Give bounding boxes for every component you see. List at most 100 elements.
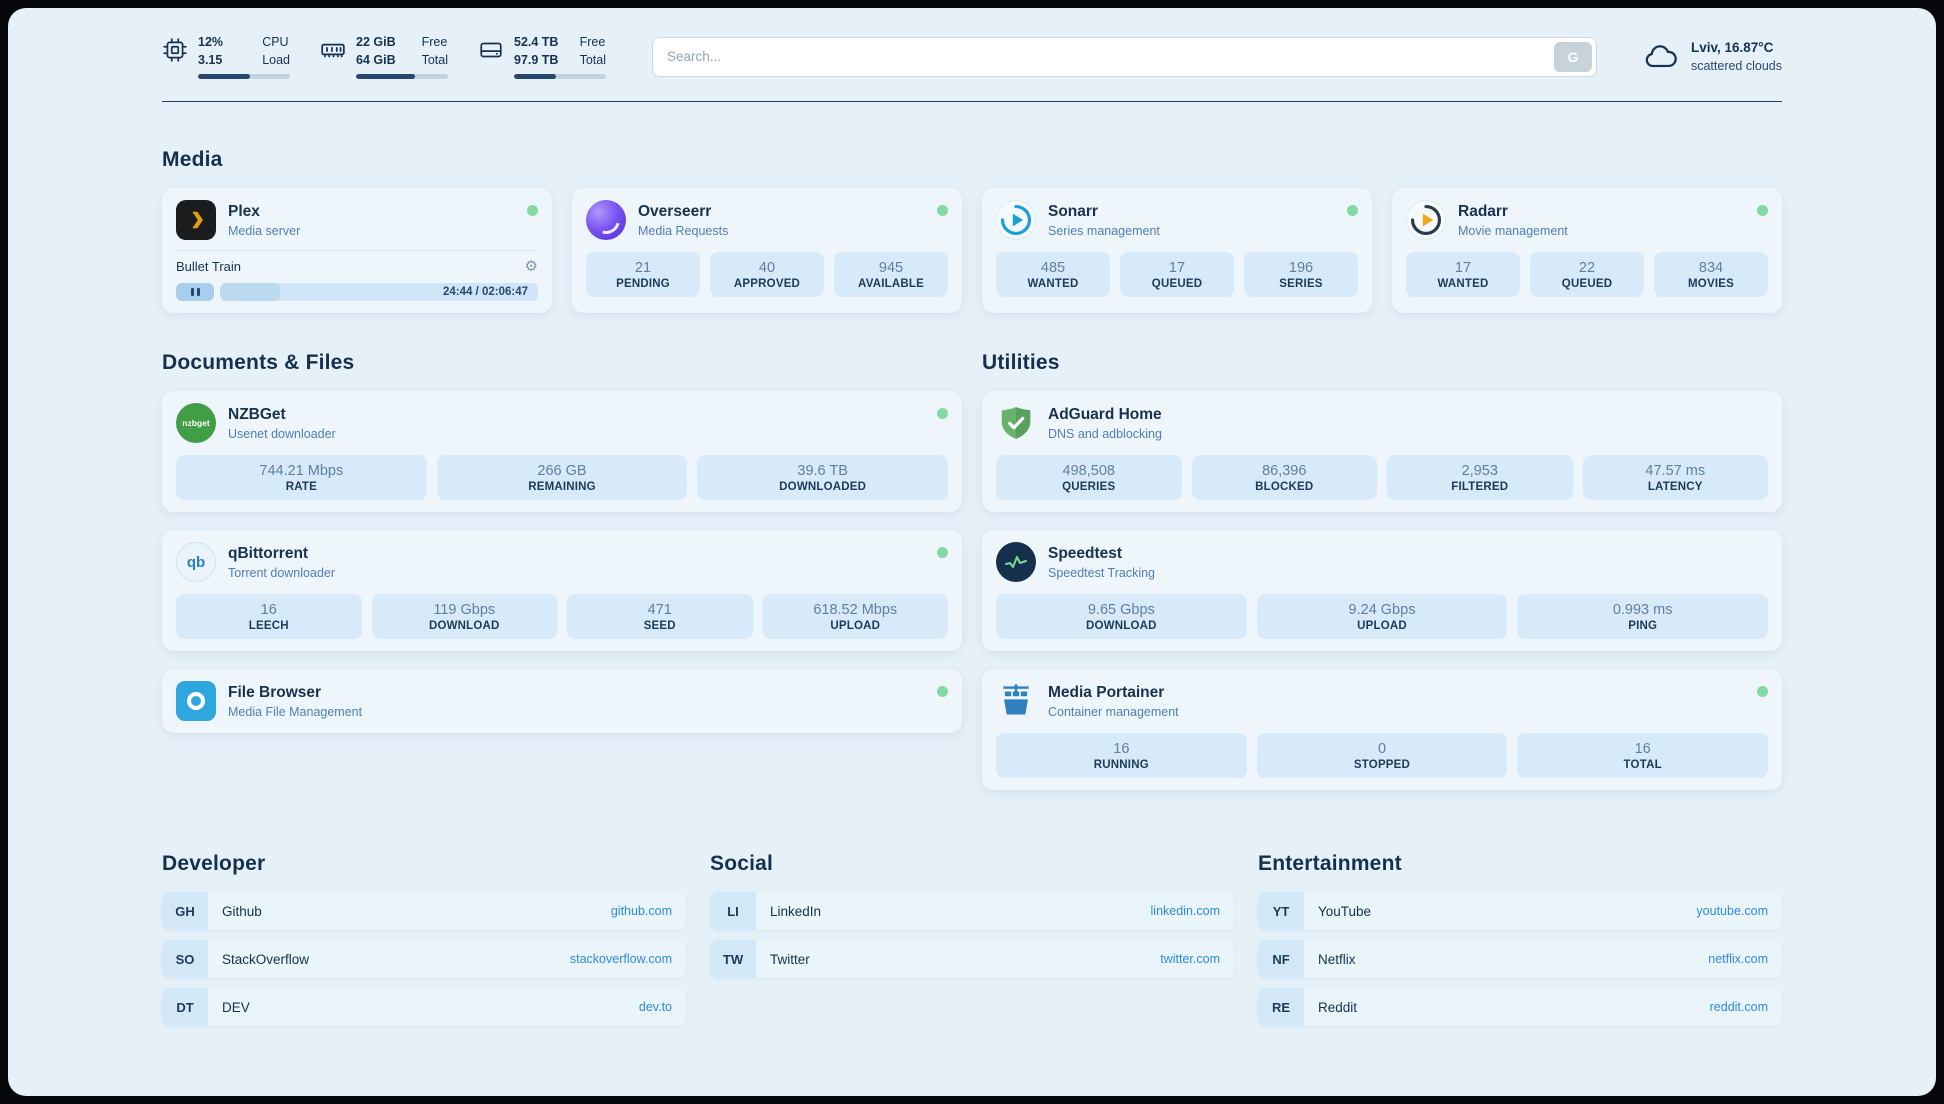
radarr-icon	[1406, 200, 1446, 240]
service-link-sonarr[interactable]: Sonarr Series management	[996, 200, 1358, 240]
memory-free-value: 22 GiB	[356, 35, 396, 49]
service-link-overseerr[interactable]: Overseerr Media Requests	[586, 200, 948, 240]
bookmark-netflix[interactable]: NF Netflix netflix.com	[1258, 940, 1782, 978]
disk-progress-bar	[514, 74, 606, 79]
service-subtitle: Media Requests	[638, 223, 729, 238]
service-card-nzbget: nzbget NZBGet Usenet downloader 744.21 M…	[162, 391, 962, 512]
bookmark-youtube[interactable]: YT YouTube youtube.com	[1258, 892, 1782, 930]
bookmark-linkedin[interactable]: LI LinkedIn linkedin.com	[710, 892, 1234, 930]
pause-button[interactable]	[176, 283, 214, 301]
stat-pending: 21 PENDING	[586, 252, 700, 297]
stat-filtered: 2,953 FILTERED	[1387, 455, 1573, 500]
qbittorrent-icon: qb	[176, 542, 216, 582]
service-name: Radarr	[1458, 202, 1508, 220]
service-card-adguard: AdGuard Home DNS and adblocking 498,508 …	[982, 391, 1782, 512]
search-input[interactable]	[652, 36, 1597, 77]
service-subtitle: Series management	[1048, 223, 1160, 238]
status-indicator	[527, 205, 538, 216]
bookmark-group-entertainment: Entertainment YT YouTube youtube.com NF …	[1258, 852, 1782, 1036]
bookmark-twitter[interactable]: TW Twitter twitter.com	[710, 940, 1234, 978]
disk-icon	[480, 42, 502, 58]
service-link-plex[interactable]: Plex Media server	[176, 200, 538, 240]
service-subtitle: DNS and adblocking	[1048, 426, 1162, 441]
bookmark-dev[interactable]: DT DEV dev.to	[162, 988, 686, 1026]
stat-rate: 744.21 Mbps RATE	[176, 455, 427, 500]
service-card-radarr: Radarr Movie management 17 WANTED 22 QUE…	[1392, 188, 1782, 313]
status-indicator	[937, 547, 948, 558]
service-name: Media Portainer	[1048, 683, 1165, 701]
service-name: qBittorrent	[228, 544, 309, 562]
service-subtitle: Media server	[228, 223, 301, 238]
cpu-load-label: Load	[262, 52, 290, 67]
status-indicator	[1757, 686, 1768, 697]
status-indicator	[1347, 205, 1358, 216]
service-subtitle: Movie management	[1458, 223, 1568, 238]
status-indicator	[1757, 205, 1768, 216]
playback-progress-bar[interactable]: 24:44 / 02:06:47	[220, 283, 538, 301]
service-name: NZBGet	[228, 405, 286, 423]
memory-total-value: 64 GiB	[356, 52, 396, 67]
gear-icon[interactable]: ⚙	[524, 258, 538, 275]
section-title-media: Media	[162, 148, 223, 171]
stat-total: 16 TOTAL	[1517, 733, 1768, 778]
service-card-filebrowser: File Browser Media File Management	[162, 669, 962, 733]
overseerr-icon	[586, 200, 626, 240]
bookmark-reddit[interactable]: RE Reddit reddit.com	[1258, 988, 1782, 1026]
bookmark-group-title: Entertainment	[1258, 852, 1402, 875]
service-name: AdGuard Home	[1048, 405, 1162, 423]
service-card-speedtest: Speedtest Speedtest Tracking 9.65 Gbps D…	[982, 530, 1782, 651]
memory-free-label: Free	[421, 35, 448, 49]
stat-blocked: 86,396 BLOCKED	[1191, 455, 1377, 500]
sonarr-icon	[996, 200, 1036, 240]
bookmark-group-title: Developer	[162, 852, 266, 875]
stat-remaining: 266 GB REMAINING	[436, 455, 688, 500]
ram-icon	[321, 43, 345, 58]
disk-free-value: 52.4 TB	[514, 35, 559, 49]
service-subtitle: Container management	[1048, 704, 1179, 719]
service-name: File Browser	[228, 683, 322, 701]
adguard-shield-icon	[996, 403, 1036, 443]
service-name: Overseerr	[638, 202, 712, 220]
disk-total-label: Total	[579, 52, 606, 67]
disk-total-value: 97.9 TB	[514, 52, 559, 67]
stat-leech: 16 LEECH	[176, 594, 362, 639]
playback-time: 24:44 / 02:06:47	[442, 286, 528, 298]
search-provider-button[interactable]: G	[1553, 41, 1592, 72]
cpu-load-value: 3.15	[198, 52, 223, 67]
dashboard-page: 12% 3.15 CPU Load	[8, 8, 1936, 1096]
service-subtitle: Usenet downloader	[228, 426, 336, 441]
cpu-chip-icon	[163, 38, 187, 62]
section-utilities: Utilities	[982, 351, 1782, 790]
service-link-adguard[interactable]: AdGuard Home DNS and adblocking	[996, 403, 1768, 443]
service-link-portainer[interactable]: Media Portainer Container management	[996, 681, 1768, 721]
cpu-usage-value: 12%	[198, 35, 224, 49]
top-bar: 12% 3.15 CPU Load	[162, 34, 1782, 79]
bookmark-github[interactable]: GH Github github.com	[162, 892, 686, 930]
service-link-nzbget[interactable]: nzbget NZBGet Usenet downloader	[176, 403, 948, 443]
service-name: Plex	[228, 202, 260, 220]
stat-queued: 17 QUEUED	[1120, 252, 1234, 297]
cpu-widget: 12% 3.15 CPU Load	[162, 34, 290, 79]
service-link-speedtest[interactable]: Speedtest Speedtest Tracking	[996, 542, 1768, 582]
section-media: Media Plex Media server	[162, 148, 1782, 313]
stat-wanted: 485 WANTED	[996, 252, 1110, 297]
stat-queued: 22 QUEUED	[1530, 252, 1644, 297]
speedtest-icon	[996, 542, 1036, 582]
stat-upload: 9.24 Gbps UPLOAD	[1256, 594, 1508, 639]
plex-now-playing: Bullet Train ⚙ 24:44 / 02:06:47	[176, 250, 538, 301]
service-name: Sonarr	[1048, 202, 1098, 220]
section-documents: Documents & Files nzbget NZBGet Usenet d…	[162, 351, 962, 790]
now-playing-title: Bullet Train	[176, 259, 242, 274]
system-widgets: 12% 3.15 CPU Load	[162, 34, 606, 79]
service-link-qbittorrent[interactable]: qb qBittorrent Torrent downloader	[176, 542, 948, 582]
bookmark-stackoverflow[interactable]: SO StackOverflow stackoverflow.com	[162, 940, 686, 978]
service-subtitle: Media File Management	[228, 704, 363, 719]
cpu-progress-bar	[198, 74, 290, 79]
plex-icon	[176, 200, 216, 240]
disk-widget: 52.4 TB 97.9 TB Free Total	[478, 34, 606, 79]
service-link-filebrowser[interactable]: File Browser Media File Management	[176, 681, 948, 721]
stat-series: 196 SERIES	[1244, 252, 1358, 297]
header-divider	[162, 101, 1782, 102]
service-link-radarr[interactable]: Radarr Movie management	[1406, 200, 1768, 240]
service-card-overseerr: Overseerr Media Requests 21 PENDING 40 A…	[572, 188, 962, 313]
